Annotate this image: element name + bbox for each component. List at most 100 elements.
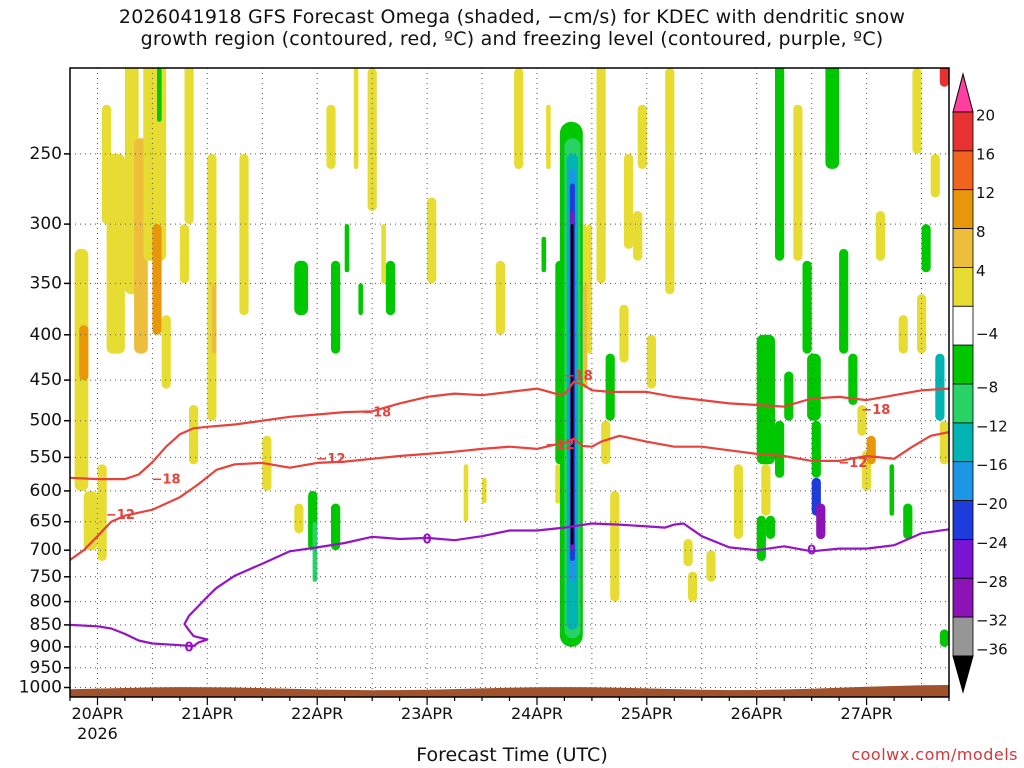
y-tick-label: 250 — [30, 144, 62, 164]
omega-patch — [326, 104, 336, 169]
omega-patch — [811, 420, 821, 478]
colorbar-top-arrow — [952, 72, 974, 113]
contour-label: −18 — [861, 403, 890, 418]
omega-patch — [761, 464, 771, 516]
colorbar-swatch — [952, 461, 974, 502]
colorbar-swatch — [952, 577, 974, 618]
colorbar-label: −16 — [976, 456, 1008, 474]
omega-patch — [935, 353, 945, 421]
omega-patch — [944, 5, 949, 48]
colorbar-swatch — [952, 500, 974, 540]
contour-label: −18 — [564, 369, 593, 384]
colorbar-swatch — [952, 150, 974, 191]
omega-patch — [793, 104, 803, 261]
omega-patch — [619, 304, 629, 363]
omega-patch — [546, 104, 551, 169]
omega-patch — [665, 68, 675, 295]
colorbar-swatch — [952, 422, 974, 463]
colorbar-label: 20 — [976, 107, 995, 125]
title-line-1: 2026041918 GFS Forecast Omega (shaded, −… — [118, 6, 906, 28]
y-tick-label: 550 — [30, 447, 62, 467]
omega-patch — [97, 464, 107, 561]
omega-patch — [637, 104, 647, 169]
colorbar-label: 8 — [976, 223, 986, 241]
omega-patch — [83, 490, 98, 551]
omega-patch — [161, 315, 171, 389]
omega-patch — [912, 68, 922, 154]
contour-label: −18 — [362, 405, 391, 420]
x-axis-title: Forecast Time (UTC) — [416, 744, 608, 766]
omega-patch — [825, 68, 840, 169]
y-tick-label: 500 — [30, 411, 62, 431]
omega-patch — [857, 405, 867, 436]
omega-patch — [939, 629, 949, 647]
omega-patch — [427, 197, 437, 284]
colorbar-swatch — [952, 228, 974, 268]
omega-patch — [514, 68, 524, 169]
omega-patch — [555, 464, 560, 504]
colorbar-label: −32 — [976, 612, 1008, 630]
colorbar-label: −20 — [976, 495, 1008, 513]
y-tick-label: 750 — [30, 567, 62, 587]
y-tick-label: 350 — [30, 273, 62, 293]
omega-patch — [756, 515, 766, 561]
omega-patch — [646, 334, 656, 389]
y-tick-label: 900 — [30, 637, 62, 657]
omega-patch — [587, 224, 592, 354]
omega-patch — [294, 260, 308, 316]
omega-patch — [463, 464, 469, 522]
omega-patch — [784, 371, 794, 421]
colorbar-label: 16 — [976, 145, 995, 163]
colorbar-label: −8 — [976, 379, 998, 397]
contour-0 — [70, 522, 949, 648]
omega-patch — [848, 353, 858, 405]
contour-label: −12 — [838, 456, 867, 471]
omega-patch — [331, 260, 341, 354]
colorbar-label: 4 — [976, 262, 986, 280]
y-tick-label: 1000 — [19, 678, 62, 698]
omega-patch — [706, 550, 716, 582]
colorbar-swatch — [952, 189, 974, 229]
x-tick-label: 26APR — [731, 704, 783, 723]
omega-patch — [239, 153, 249, 316]
y-tick-label: 400 — [30, 325, 62, 345]
omega-patch — [605, 353, 615, 421]
omega-patch — [344, 224, 350, 273]
colorbar-swatch — [952, 616, 974, 657]
ground-surface — [70, 685, 949, 697]
omega-patch — [331, 503, 341, 551]
omega-patch — [930, 153, 940, 198]
omega-patch — [903, 503, 913, 540]
colorbar-swatch — [952, 383, 974, 424]
x-tick-label: 27APR — [841, 704, 893, 723]
omega-patch — [633, 211, 643, 261]
contour-labels: −18 −18 −18 −18 −12 −12 −12 −12 0 0 0 — [106, 369, 890, 655]
colorbar-swatch — [952, 111, 974, 152]
omega-patch — [184, 68, 194, 224]
omega-patch — [939, 420, 949, 465]
omega-patch — [582, 283, 588, 389]
colorbar-label: −24 — [976, 534, 1008, 552]
omega-patch — [358, 283, 363, 316]
omega-patch — [775, 68, 785, 261]
omega-patch — [807, 353, 821, 421]
contour-minus12 — [70, 431, 949, 561]
x-tick-label: 20APR — [71, 704, 123, 723]
contour-label: 0 — [423, 533, 432, 548]
colorbar-bottom-arrow — [952, 655, 974, 694]
omega-patch — [939, 68, 949, 87]
omega-patch — [688, 571, 698, 602]
colorbar-swatch — [952, 305, 974, 346]
omega-patch — [294, 503, 304, 534]
contour-label: −12 — [545, 438, 574, 453]
omega-patch — [541, 236, 547, 273]
omega-patch — [189, 405, 199, 465]
x-tick-label: 22APR — [291, 704, 343, 723]
omega-patch — [866, 435, 876, 465]
colorbar-swatch — [952, 539, 974, 579]
ground-fill — [70, 685, 949, 697]
omega-patch — [733, 464, 743, 539]
omega-patch — [106, 153, 125, 354]
omega-patch — [839, 248, 849, 354]
omega-patch — [898, 315, 908, 354]
